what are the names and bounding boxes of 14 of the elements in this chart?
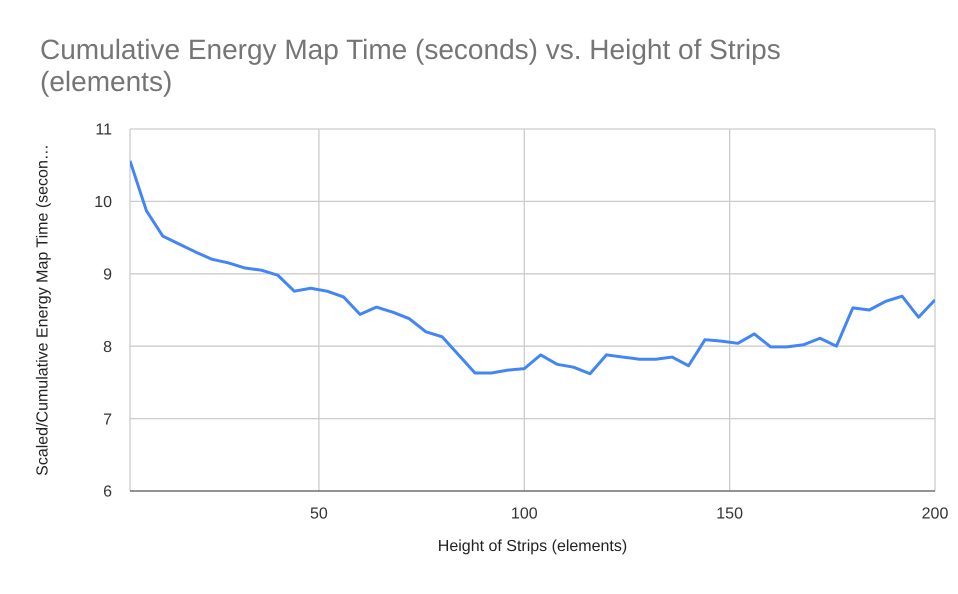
y-tick-label: 7 — [103, 411, 112, 428]
x-tick-label: 150 — [716, 505, 744, 522]
chart-title: Cumulative Energy Map Time (seconds) vs. Height of Strips (elements) — [40, 34, 782, 98]
y-tick-label: 10 — [94, 194, 112, 212]
y-tick-label: 9 — [103, 266, 112, 284]
x-tick-label: 200 — [922, 505, 948, 522]
x-tick-label: 100 — [510, 505, 538, 522]
y-tick-label: 8 — [103, 338, 112, 356]
line-series — [130, 159, 935, 376]
x-tick-label: 50 — [310, 505, 328, 522]
y-axis-title: Scaled/Cumulative Energy Map Time (secon… — [34, 144, 52, 476]
y-tick-label: 6 — [103, 484, 112, 501]
y-tick-label: 11 — [95, 122, 112, 139]
x-axis-title: Height of Strips (elements) — [438, 538, 628, 555]
